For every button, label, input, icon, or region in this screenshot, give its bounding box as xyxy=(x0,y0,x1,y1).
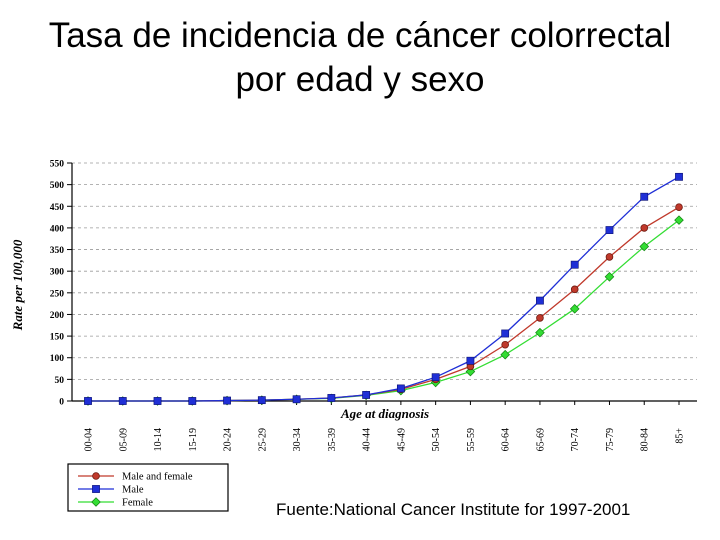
slide-title: Tasa de incidencia de cáncer colorrectal… xyxy=(0,14,720,102)
data-point xyxy=(674,215,684,225)
data-point xyxy=(257,396,266,405)
data-point xyxy=(500,349,510,360)
data-point xyxy=(84,397,92,405)
series-male-and-female xyxy=(84,203,683,405)
x-tick-label: 25-29 xyxy=(257,428,268,451)
x-tick-label: 50-54 xyxy=(431,428,442,451)
legend-label: Male and female xyxy=(122,472,193,483)
data-point xyxy=(536,296,544,305)
legend-marker xyxy=(91,497,101,507)
x-tick-label: 05-09 xyxy=(118,428,129,451)
x-tick-label: 60-64 xyxy=(501,428,512,451)
data-point xyxy=(501,340,509,349)
x-tick-label: 10-14 xyxy=(153,428,164,451)
data-point xyxy=(604,272,615,282)
y-tick-label: 100 xyxy=(50,354,65,364)
data-point xyxy=(396,384,405,393)
data-point xyxy=(536,314,544,322)
x-tick-label: 85+ xyxy=(675,428,686,444)
data-point xyxy=(188,397,197,405)
series-female xyxy=(83,215,684,406)
y-tick-label: 450 xyxy=(50,203,65,213)
y-tick-label: 350 xyxy=(50,246,65,256)
y-tick-label: 400 xyxy=(50,224,65,234)
x-tick-label: 65-69 xyxy=(535,428,546,451)
x-tick-label: 30-34 xyxy=(292,428,303,451)
data-point xyxy=(569,304,580,314)
data-point xyxy=(570,260,579,269)
data-point xyxy=(153,397,162,405)
data-point xyxy=(570,285,579,294)
y-tick-label: 0 xyxy=(59,398,64,408)
y-tick-label: 150 xyxy=(50,333,65,343)
series-line xyxy=(88,219,680,402)
y-axis-label: Rate per 100,000 xyxy=(10,239,25,331)
legend-label: Male xyxy=(122,485,144,496)
data-point xyxy=(327,394,336,402)
legend-marker xyxy=(92,472,100,480)
grid-lines xyxy=(72,162,697,380)
data-point xyxy=(605,253,614,261)
data-point xyxy=(605,226,614,234)
x-tick-label: 20-24 xyxy=(223,428,234,451)
data-point xyxy=(675,203,683,211)
data-point xyxy=(640,224,649,232)
y-tick-label: 200 xyxy=(50,311,65,321)
data-point xyxy=(639,241,650,252)
y-tick-label: 250 xyxy=(50,289,65,299)
y-tick-label: 550 xyxy=(50,160,65,170)
series-line xyxy=(88,206,680,402)
series-male xyxy=(84,172,683,405)
data-point xyxy=(466,356,475,365)
data-point xyxy=(292,395,301,404)
x-tick-label: 75-79 xyxy=(605,428,616,451)
data-point xyxy=(223,396,231,405)
title-line-1: Tasa de incidencia de cáncer colorrectal xyxy=(48,16,672,55)
data-point xyxy=(118,397,127,405)
data-point xyxy=(431,373,440,382)
y-tick-label: 50 xyxy=(55,376,65,386)
y-tick-label: 300 xyxy=(50,268,65,278)
series-line xyxy=(88,176,680,402)
legend: Male and female Male Female xyxy=(67,463,229,512)
x-tick-label: 00-04 xyxy=(84,428,95,451)
source-note: Fuente:National Cancer Institute for 199… xyxy=(276,500,631,519)
data-series xyxy=(83,172,684,406)
x-axis-label: Age at diagnosis xyxy=(340,406,429,421)
x-tick-label: 40-44 xyxy=(362,428,373,451)
data-point xyxy=(465,366,476,377)
x-tick-label: 55-59 xyxy=(466,428,477,451)
data-point xyxy=(675,172,683,181)
x-tick-label: 70-74 xyxy=(570,428,581,451)
data-point xyxy=(535,327,545,338)
data-point xyxy=(501,329,510,338)
data-point xyxy=(640,192,649,201)
y-tick-label: 500 xyxy=(50,181,65,191)
data-point xyxy=(362,391,371,399)
legend-label: Female xyxy=(122,498,153,509)
x-tick-label: 45-49 xyxy=(396,428,407,451)
x-tick-label: 15-19 xyxy=(188,428,199,451)
x-tick-label: 80-84 xyxy=(640,428,651,451)
legend-marker xyxy=(92,485,100,493)
x-tick-label: 35-39 xyxy=(327,428,338,451)
title-line-2: por edad y sexo xyxy=(235,60,485,99)
